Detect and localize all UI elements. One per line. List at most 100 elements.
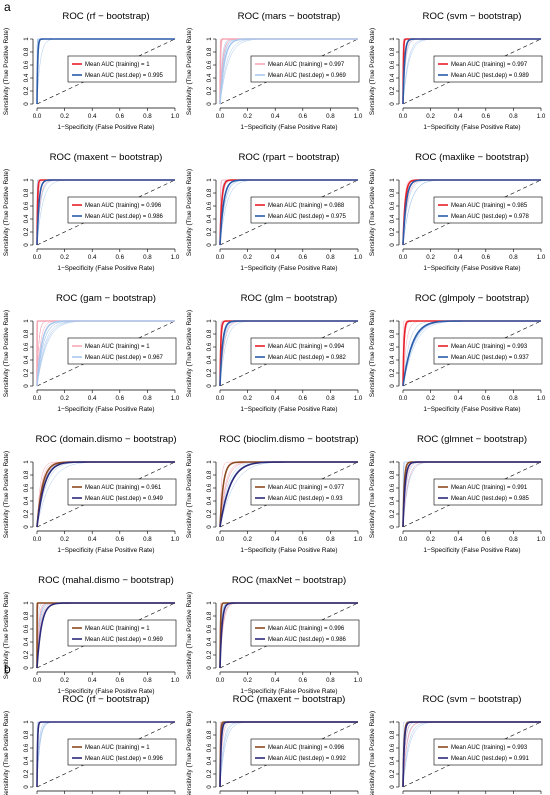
legend-test-label: Mean AUC (test.dep) = 0.996: [85, 756, 164, 762]
x-tick-label: 0.4: [88, 395, 97, 402]
roc-chart-panel: ROC (bioclim.dismo − bootstrap) 0.0 0.2 0.4…: [186, 434, 363, 554]
y-tick-label: 1: [23, 178, 30, 182]
x-tick-label: 0.6: [298, 395, 307, 402]
y-tick-label: 0.8: [23, 470, 30, 479]
y-tick-label: 0.6: [389, 201, 396, 210]
x-tick-label: 0.4: [454, 113, 463, 120]
x-tick-label: 1.0: [354, 536, 363, 543]
legend-box: [250, 478, 360, 506]
x-tick-label: 0.2: [243, 113, 252, 120]
y-axis-label: Sensitivity (True Positive Rate): [186, 592, 193, 679]
x-tick-label: 1.0: [537, 254, 546, 261]
legend-training-label: Mean AUC (training) = 1: [85, 745, 150, 751]
y-tick-label: 0: [389, 102, 396, 106]
test-mean-roc-line: [402, 38, 541, 105]
legend-training-label: Mean AUC (training) = 1: [85, 62, 150, 68]
y-tick-label: 0.8: [389, 47, 396, 56]
y-tick-label: 0.4: [206, 756, 213, 765]
chart-title: ROC (mars − bootstrap): [238, 11, 341, 22]
x-tick-label: 0.8: [509, 254, 518, 261]
y-tick-label: 0.4: [23, 214, 30, 223]
y-tick-label: 0.8: [206, 470, 213, 479]
x-tick-label: 0.0: [33, 536, 42, 543]
roc-chart-panel: ROC (glm − bootstrap) 0.0 0.2 0.4 0.6 0.8 1.0 0…: [186, 293, 363, 413]
x-tick-label: 0.0: [399, 113, 408, 120]
diagonal-reference-line: [402, 320, 542, 387]
y-tick-label: 1: [389, 720, 396, 724]
x-tick-label: 0.2: [60, 536, 69, 543]
y-axis-label: Sensitivity (True Positive Rate): [369, 711, 376, 795]
x-tick-label: 0.8: [509, 395, 518, 402]
x-tick-label: 0.4: [88, 254, 97, 261]
x-tick-label: 1.0: [171, 536, 180, 543]
legend-training-label: Mean AUC (training) = 0.996: [85, 203, 162, 209]
roc-chart-panel: ROC (maxNet − bootstrap) 0.0 0.2 0.4 0.6 0.8 1…: [186, 575, 363, 695]
y-tick-label: 0.6: [206, 342, 213, 351]
legend-training-label: Mean AUC (training) = 0.996: [268, 626, 345, 632]
y-tick-label: 0.8: [389, 329, 396, 338]
x-tick-label: 1.0: [171, 677, 180, 684]
panel-label-b: b: [4, 662, 11, 676]
x-tick-label: 0.0: [399, 254, 408, 261]
y-tick-label: 0.4: [23, 637, 30, 646]
y-tick-label: 0.2: [206, 227, 213, 236]
x-tick-label: 0.4: [88, 677, 97, 684]
x-tick-label: 0.4: [454, 254, 463, 261]
roc-chart-panel: ROC (gam − bootstrap) 0.0 0.2 0.4 0.6 0.8 1.0 0…: [3, 293, 180, 413]
legend-test-label: Mean AUC (test.dep) = 0.995: [85, 73, 164, 79]
x-tick-label: 0.6: [298, 677, 307, 684]
y-tick-label: 1: [23, 601, 30, 605]
y-tick-label: 0.4: [389, 355, 396, 364]
legend-test-label: Mean AUC (test.dep) = 0.978: [451, 214, 530, 220]
y-tick-label: 0: [206, 666, 213, 670]
y-tick-label: 0.8: [23, 188, 30, 197]
chart-title: ROC (maxNet − bootstrap): [232, 575, 346, 586]
y-tick-label: 0.6: [389, 483, 396, 492]
x-tick-label: 0.6: [481, 113, 490, 120]
y-tick-label: 0.4: [389, 756, 396, 765]
legend-box: [67, 619, 177, 647]
y-tick-label: 0: [23, 666, 30, 670]
diagonal-reference-line: [219, 320, 359, 387]
x-tick-label: 0.2: [426, 113, 435, 120]
x-tick-label: 0.0: [33, 254, 42, 261]
test-mean-roc-line: [36, 602, 175, 669]
chart-title: ROC (maxent − bootstrap): [233, 694, 346, 705]
x-tick-label: 0.6: [115, 395, 124, 402]
x-tick-label: 1.0: [537, 113, 546, 120]
roc-chart-panel: ROC (maxlike − bootstrap) 0.0 0.2 0.4 0.6 0.8…: [369, 152, 546, 272]
test-mean-roc-line: [36, 179, 175, 246]
y-tick-label: 0.8: [206, 329, 213, 338]
x-tick-label: 0.8: [326, 395, 335, 402]
x-tick-label: 0.2: [243, 677, 252, 684]
y-tick-label: 0.4: [23, 355, 30, 364]
y-tick-label: 1: [206, 319, 213, 323]
x-tick-label: 0.0: [216, 395, 225, 402]
test-mean-roc-line: [402, 179, 541, 246]
x-tick-label: 1.0: [171, 254, 180, 261]
x-axis-label: 1−Specificity (False Positive Rate): [57, 688, 154, 695]
roc-chart-panel: ROC (svm − bootstrap)0.00.20.40.60.81.00…: [369, 694, 543, 795]
legend-test-label: Mean AUC (test.dep) = 0.982: [268, 355, 347, 361]
y-tick-label: 0.8: [206, 611, 213, 620]
roc-chart-panel: ROC (glmpoly − bootstrap) 0.0 0.2 0.4 0.6 0.8…: [369, 293, 546, 413]
y-tick-label: 0.6: [206, 201, 213, 210]
diagonal-reference-line: [219, 179, 359, 246]
legend-box: [67, 478, 177, 506]
legend-training-label: Mean AUC (training) = 0.993: [451, 344, 528, 350]
legend-training-label: Mean AUC (training) = 0.988: [268, 203, 345, 209]
y-tick-label: 0.8: [23, 611, 30, 620]
y-tick-label: 0.2: [23, 227, 30, 236]
y-tick-label: 1: [23, 37, 30, 41]
y-tick-label: 0.8: [23, 47, 30, 56]
x-tick-label: 0.6: [481, 254, 490, 261]
y-axis-label: Sensitivity (True Positive Rate): [3, 451, 10, 538]
x-tick-label: 0.4: [454, 395, 463, 402]
legend-box: [433, 196, 543, 224]
x-axis-label: 1−Specificity (False Positive Rate): [57, 547, 154, 554]
y-tick-label: 0.6: [23, 743, 30, 752]
y-tick-label: 0.8: [389, 730, 396, 739]
x-tick-label: 0.8: [509, 536, 518, 543]
y-tick-label: 1: [206, 37, 213, 41]
y-axis-label: Sensitivity (True Positive Rate): [3, 28, 10, 115]
